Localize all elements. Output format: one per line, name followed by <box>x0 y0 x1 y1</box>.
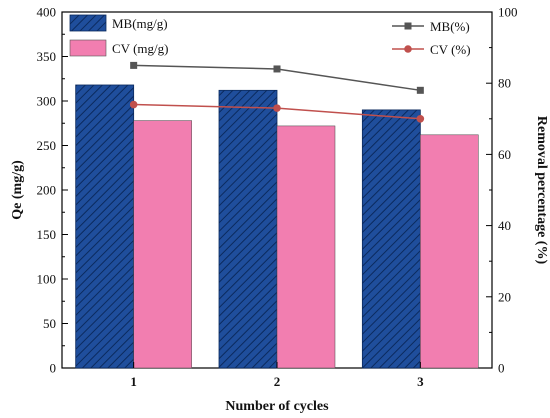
legend-label-cv-mg: CV (mg/g) <box>112 41 168 56</box>
y-axis-right-title: Removal percentage (%) <box>534 116 549 265</box>
y-right-tick-label-20: 20 <box>498 289 511 304</box>
point-cv-2 <box>273 104 281 112</box>
bar-cv-mg-g-3 <box>420 134 479 369</box>
y-tick-label-150: 150 <box>37 227 57 242</box>
bar-mb-mg-g-3 <box>361 109 421 369</box>
legend-left: MB(mg/g) CV (mg/g) <box>69 14 168 57</box>
y-tick-label-200: 200 <box>37 183 57 198</box>
y-tick-label-300: 300 <box>37 94 57 109</box>
tick-layer: 0 50 100 150 200 250 300 350 400 0 20 40 60 80 100 1 2 3 <box>37 5 518 390</box>
bar-cv-mg-g-2 <box>276 125 336 369</box>
point-cv-1 <box>129 100 138 109</box>
y-tick-label-100: 100 <box>37 272 57 287</box>
y-right-tick-label-0: 0 <box>498 361 505 376</box>
legend-label-cv-pct: CV (%) <box>430 42 471 57</box>
y-tick-label-400: 400 <box>37 5 57 20</box>
legend-swatch-cv-mg <box>69 39 107 57</box>
x-tick-label-3: 3 <box>417 374 424 389</box>
legend-label-mb-pct: MB(%) <box>430 19 470 34</box>
y-tick-label-350: 350 <box>37 49 57 64</box>
bar-mb-mg-g-1 <box>75 84 135 369</box>
point-cv-3 <box>416 115 425 123</box>
point-mb-3 <box>416 86 424 94</box>
y-axis-title: Qe (mg/g) <box>10 160 25 220</box>
bar-cv-mg-g-1 <box>133 120 192 369</box>
x-tick-label-1: 1 <box>130 374 137 389</box>
point-mb-2 <box>273 65 281 73</box>
y-right-tick-label-60: 60 <box>498 147 511 162</box>
legend-label-mb-mg: MB(mg/g) <box>112 16 168 31</box>
y-right-tick-label-80: 80 <box>498 76 511 91</box>
y-tick-label-250: 250 <box>37 138 57 153</box>
legend-marker-mb-pct <box>404 22 412 30</box>
legend-right: MB(%) CV (%) <box>392 19 471 57</box>
y-right-tick-label-40: 40 <box>498 218 511 233</box>
x-axis-title: Number of cycles <box>225 399 329 414</box>
point-mb-1 <box>130 61 138 69</box>
x-tick-label-2: 2 <box>274 374 281 389</box>
y-right-tick-label-100: 100 <box>498 5 518 20</box>
y-tick-label-50: 50 <box>43 316 56 331</box>
bar-layer <box>75 84 479 369</box>
bar-mb-mg-g-2 <box>218 89 278 369</box>
legend-swatch-mb-mg <box>69 14 107 32</box>
y-tick-label-0: 0 <box>50 361 57 376</box>
line-layer <box>129 61 425 123</box>
legend-marker-cv-pct <box>404 45 412 53</box>
